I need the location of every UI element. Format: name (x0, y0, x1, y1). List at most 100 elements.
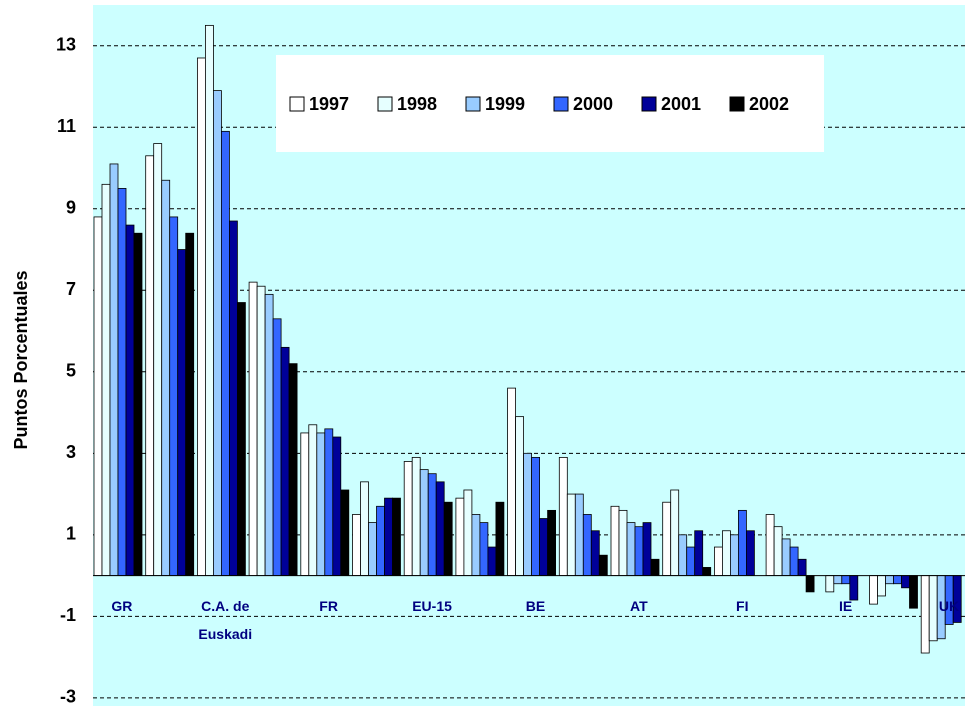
bar (332, 436, 342, 576)
bar (746, 530, 755, 576)
bar (515, 416, 524, 576)
bar (885, 575, 894, 585)
bar (161, 179, 171, 576)
bar (670, 489, 680, 576)
y-tick-label: 3 (66, 442, 76, 462)
bar (280, 346, 290, 576)
bar (256, 285, 266, 576)
bar (392, 497, 401, 576)
x-tick-label: IE (839, 597, 853, 614)
bar (455, 497, 465, 576)
bar (264, 293, 274, 576)
bar (610, 505, 620, 576)
bar (738, 509, 747, 576)
bar (730, 534, 739, 576)
bar (471, 514, 481, 576)
bar (228, 220, 238, 576)
x-tick-label: FR (319, 597, 338, 614)
legend-label: 2001 (661, 94, 701, 114)
bar (539, 518, 548, 576)
legend-label: 1999 (485, 94, 525, 114)
bar (773, 526, 783, 576)
bar (177, 249, 187, 576)
y-tick-label: -1 (60, 605, 76, 625)
bar (507, 387, 517, 576)
bar (650, 558, 660, 576)
legend-swatch (729, 96, 745, 112)
legend-swatch (289, 96, 305, 112)
bar (324, 428, 334, 576)
legend: 1997 1998 1999 2000 2001 2002 (276, 55, 824, 152)
bar (841, 575, 851, 585)
bar (443, 501, 453, 576)
bar (523, 452, 532, 576)
bar (288, 363, 298, 576)
bar (145, 155, 155, 576)
legend-label: 2000 (573, 94, 613, 114)
bar (411, 456, 421, 576)
bar (340, 489, 350, 576)
bar (212, 90, 222, 576)
bar (427, 473, 437, 576)
x-tick-label: FI (736, 597, 749, 614)
bar (419, 469, 429, 576)
bar (487, 546, 497, 576)
bar (789, 546, 799, 576)
bar (694, 530, 704, 576)
bar (805, 575, 815, 593)
y-tick-label: 11 (57, 116, 76, 136)
bar (634, 526, 644, 576)
bar (308, 424, 318, 576)
x-tick-label: EU-15 (412, 597, 452, 614)
bar (574, 493, 584, 576)
legend-swatch (553, 96, 569, 112)
y-tick-label: 13 (56, 35, 76, 55)
bar (797, 558, 807, 576)
bar (893, 575, 902, 585)
bar (368, 522, 377, 576)
bar (901, 575, 910, 589)
bar (765, 514, 775, 576)
bar (185, 232, 195, 576)
bar (93, 216, 103, 576)
bar (714, 546, 723, 576)
y-tick-label: 5 (66, 361, 76, 381)
y-tick-label: -3 (60, 687, 76, 706)
bar (781, 538, 791, 576)
bar (547, 509, 556, 576)
legend-swatch (641, 96, 657, 112)
y-tick-label: 9 (66, 198, 76, 218)
bar (376, 505, 385, 576)
x-tick-label: GR (111, 597, 133, 614)
bar (204, 24, 214, 576)
bar (109, 163, 119, 576)
bar (169, 216, 179, 576)
bar (101, 183, 111, 576)
bar (463, 489, 473, 576)
bar (598, 554, 608, 576)
bar (678, 534, 688, 576)
bar (662, 501, 672, 576)
bar (642, 522, 652, 576)
legend-label: 1998 (397, 94, 437, 114)
bar (722, 530, 731, 576)
bar (403, 461, 413, 576)
bar (384, 497, 393, 576)
bar (825, 575, 835, 593)
bar (236, 302, 246, 576)
bar (133, 232, 143, 576)
y-tick-label: 1 (66, 524, 76, 544)
bar (686, 546, 696, 576)
bar (702, 567, 712, 576)
bar (300, 432, 310, 576)
bar (360, 481, 369, 576)
y-axis-title: Puntos Porcentuales (11, 270, 31, 449)
bar (435, 481, 445, 576)
bar (479, 522, 489, 576)
bar (196, 57, 206, 576)
bar (590, 530, 600, 576)
y-tick-label: 7 (66, 279, 76, 299)
bar (566, 493, 576, 576)
